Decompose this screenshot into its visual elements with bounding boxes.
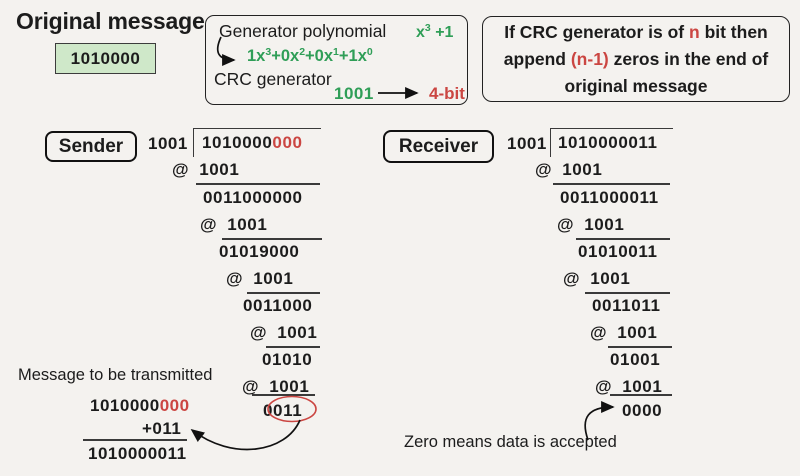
sender-division-row: @1001 [172,160,239,180]
sender-division-row: 1010000000 [202,133,303,152]
division-underline [610,394,672,396]
transmit-sum-rule [83,439,187,441]
sender-division-row: 01010 [262,350,313,369]
xor-operand: 1001 [617,323,658,342]
sender-division-bracket [193,128,321,157]
remainder-to-sum-arrow [190,419,301,451]
xor-operand: 1001 [227,215,268,234]
xor-symbol: @ [200,215,218,234]
division-underline [247,292,320,294]
transmit-message-with-zeros: 1010000000 [90,396,190,415]
division-underline [585,292,670,294]
crc-generator-label: CRC generator [214,69,332,89]
xor-operand: 1001 [590,269,631,288]
xor-symbol: @ [226,269,244,288]
note-line: If CRC generator is of n bit then [504,21,768,42]
sender-division-row: @1001 [242,377,309,397]
receiver-division-row: @1001 [595,377,662,397]
sender-division-row: @1001 [200,215,267,235]
note-line: original message [564,75,708,96]
sender-division-row: 0011 [263,401,303,420]
xor-operand: 1001 [622,377,663,396]
generator-polynomial-box: Generator polynomial x3 +1 1x3+0x2+0x1+1… [205,15,468,105]
receiver-division-bracket [550,128,673,157]
receiver-division-row: 0000 [622,401,663,420]
sender-label: Sender [45,131,137,162]
sender-division-row: 0011000 [243,296,313,315]
xor-operand: 1001 [584,215,625,234]
generator-polynomial-label: Generator polynomial [219,21,387,41]
division-underline [576,238,670,240]
receiver-division-row: 1010000011 [558,133,658,152]
append-zeros-note-box: If CRC generator is of n bit then append… [482,16,790,102]
transmit-result: 1010000011 [88,444,187,463]
xor-operand: 1001 [562,160,603,179]
receiver-label: Receiver [383,130,494,163]
receiver-division-row: 01001 [610,350,661,369]
xor-symbol: @ [535,160,553,179]
xor-symbol: @ [557,215,575,234]
sender-division-row: 0011000000 [203,188,303,207]
original-message-value-box: 1010000 [55,43,156,74]
xor-symbol: @ [590,323,608,342]
division-underline [196,183,320,185]
crc-generator-value: 1001 [334,84,374,103]
xor-operand: 1001 [199,160,240,179]
receiver-division-row: @1001 [535,160,602,180]
xor-symbol: @ [172,160,190,179]
receiver-division-row: @1001 [557,215,624,235]
accept-note: Zero means data is accepted [404,433,617,451]
polynomial-short: x3 +1 [416,22,454,41]
division-underline [266,346,320,348]
xor-operand: 1001 [253,269,294,288]
sender-division-row: 01019000 [219,242,300,261]
crc-bit-width: 4-bit [429,84,465,103]
division-underline [608,346,672,348]
division-underline [553,183,670,185]
xor-symbol: @ [242,377,260,396]
sender-division-row: @1001 [226,269,293,289]
receiver-division-row: @1001 [563,269,630,289]
receiver-division-row: @1001 [590,323,657,343]
transmit-remainder-addend: +011 [142,419,182,438]
division-underline [222,238,322,240]
receiver-division-row: 0011011 [592,296,661,315]
note-line: append (n-1) zeros in the end of [503,48,769,69]
sender-divisor: 1001 [148,134,188,153]
receiver-divisor: 1001 [507,134,547,153]
sender-division-row: @1001 [250,323,317,343]
xor-operand: 1001 [277,323,318,342]
xor-operand: 1001 [269,377,310,396]
division-underline [252,394,315,396]
receiver-division-row: 0011000011 [560,188,659,207]
xor-symbol: @ [595,377,613,396]
original-message-title: Original message [16,8,205,34]
receiver-division-row: 01010011 [578,242,658,261]
polynomial-expanded: 1x3+0x2+0x1+1x0 [247,46,373,65]
xor-symbol: @ [250,323,268,342]
transmit-label: Message to be transmitted [18,366,213,384]
xor-symbol: @ [563,269,581,288]
